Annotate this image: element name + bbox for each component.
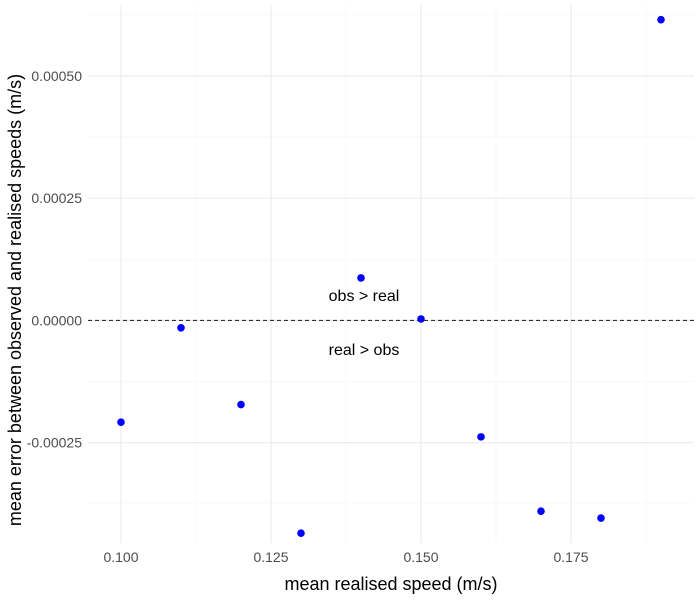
y-axis-title: mean error between observed and realised… <box>5 74 25 526</box>
x-tick-label: 0.100 <box>103 549 138 565</box>
y-tick-label: 0.00000 <box>31 312 82 328</box>
annotation-label: obs > real <box>329 288 400 305</box>
data-point <box>477 433 485 441</box>
x-axis-title: mean realised speed (m/s) <box>284 574 497 594</box>
data-point <box>417 315 425 323</box>
grid-lines <box>88 5 694 543</box>
y-tick-label: -0.00025 <box>27 435 82 451</box>
annotation-label: real > obs <box>329 342 400 359</box>
x-tick-label: 0.125 <box>253 549 288 565</box>
x-tick-label: 0.175 <box>553 549 588 565</box>
data-point <box>237 400 245 409</box>
data-point <box>177 324 185 332</box>
y-tick-label: 0.00050 <box>31 68 82 84</box>
annotations: obs > real real > obs <box>329 288 400 359</box>
data-point <box>537 507 545 516</box>
data-point <box>657 15 665 24</box>
y-tick-label: 0.00025 <box>31 190 82 206</box>
data-point <box>357 274 365 282</box>
x-tick-label: 0.150 <box>403 549 438 565</box>
data-point <box>597 514 605 522</box>
tick-labels: 0.100 0.125 0.150 0.175 -0.00025 0.00000 0.000… <box>27 68 589 565</box>
data-point <box>297 529 305 538</box>
data-point <box>117 418 125 426</box>
data-points <box>117 15 665 538</box>
